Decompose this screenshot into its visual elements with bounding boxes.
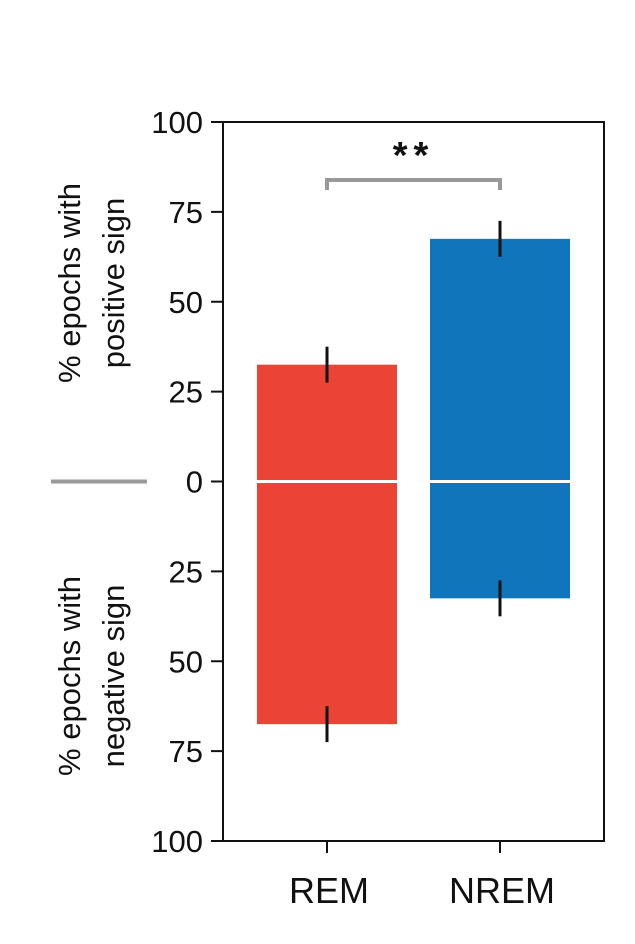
significance-label: ** (393, 135, 435, 177)
x-tick-label-nrem: NREM (449, 870, 555, 911)
y-tick-label: 25 (169, 554, 203, 589)
x-tick-label-rem: REM (289, 870, 369, 911)
y-tick-label: 0 (186, 465, 203, 500)
x-axis-ticks: REM NREM (289, 841, 555, 911)
error-bars-group (325, 220, 502, 743)
ylab-lower-line: negative sign (96, 585, 131, 768)
y-tick-label: 25 (169, 375, 203, 410)
y-tick-label: 100 (151, 105, 203, 140)
y-tick-label: 50 (169, 644, 203, 679)
y-label-positive: % epochs with positive sign (52, 183, 131, 383)
y-tick-label: 50 (169, 285, 203, 320)
significance-bracket: ** (325, 135, 502, 190)
y-label-negative: % epochs with negative sign (52, 576, 131, 776)
bars-group (257, 238, 570, 725)
bar-rem (257, 364, 397, 725)
y-axis-ticks: 100 75 50 25 0 25 50 75 100 (151, 105, 223, 859)
ylab-upper-line: % epochs with (52, 183, 87, 383)
y-tick-label: 75 (169, 734, 203, 769)
y-tick-label: 75 (169, 195, 203, 230)
ylab-lower-line: % epochs with (52, 576, 87, 776)
ylab-upper-line: positive sign (96, 198, 131, 369)
ylab-lower-text: % epochs with negative sign (52, 576, 131, 776)
bar-nrem (430, 238, 570, 599)
y-tick-label: 100 (151, 824, 203, 859)
significance-bracket-line (325, 178, 502, 190)
ylab-upper-text: % epochs with positive sign (52, 183, 131, 383)
